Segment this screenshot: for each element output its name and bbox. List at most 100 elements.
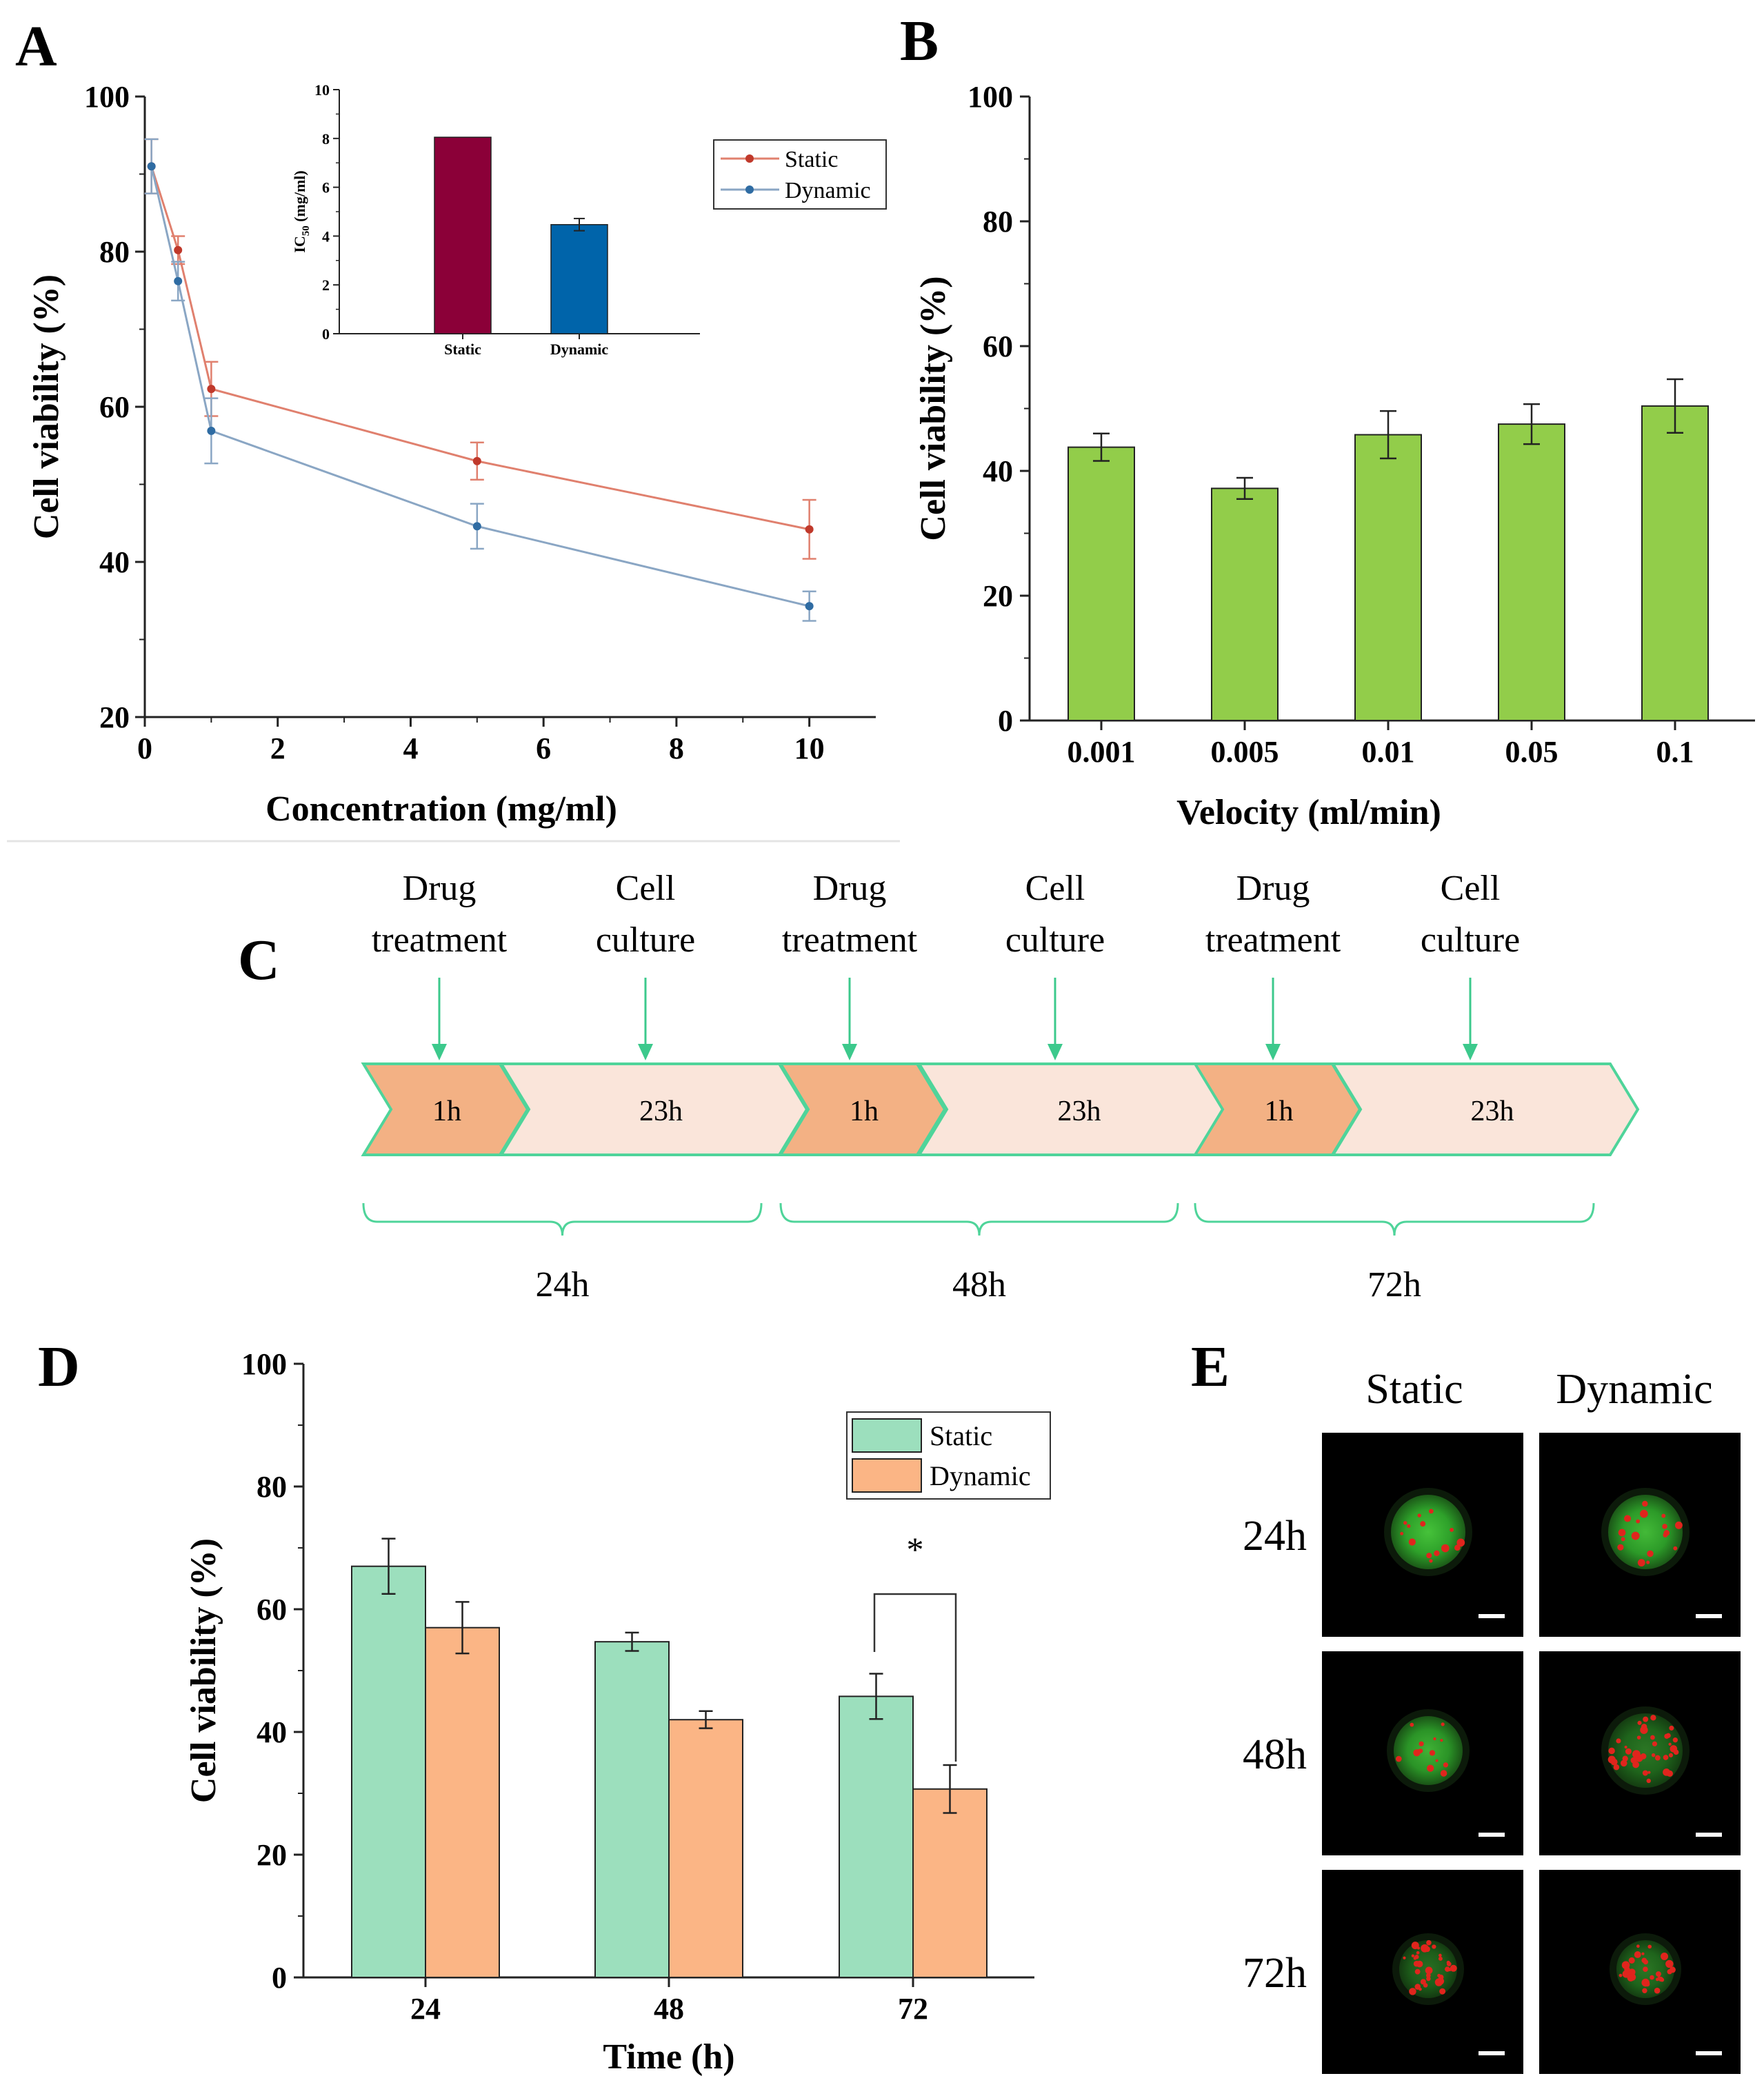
bar-velocity-0.005 [1211,487,1279,722]
bar-dynamic-72h [912,1788,988,1979]
dead-cell-spot [1668,1753,1674,1757]
stage-label-line2: culture [1421,920,1520,960]
dead-cell-spot [1646,1778,1651,1784]
dead-cell-spot [1665,1733,1671,1738]
panel-c: C 1h Drug treatment 23h Cell culture 1h Drug tre… [238,869,1640,1304]
legend-swatch-dynamic [852,1458,922,1493]
stage-duration: 1h [432,1096,461,1127]
stage-arrow-head [638,1044,653,1060]
dead-cell-spot [1439,1953,1442,1957]
dead-cell-spot [1618,1973,1623,1977]
panel-letter-a: A [15,14,57,79]
period-label: 48h [952,1265,1006,1304]
dead-cell-spot [1643,1716,1649,1722]
dead-cell-spot [1411,1954,1415,1957]
dead-cell-spot [1637,1559,1645,1566]
dead-cell-spot [1636,1944,1640,1948]
scale-bar [1696,1614,1722,1618]
dead-cell-spot [1643,1966,1648,1972]
dead-cell-spot [1640,1509,1648,1518]
dead-cell-spot [1673,1546,1678,1551]
data-point-dynamic [174,276,183,285]
dead-cell-spot [1407,1524,1411,1529]
y-tick-label: 80 [257,1470,287,1504]
inset-y-tick-label: 4 [322,228,330,245]
dead-cell-spot [1636,1519,1641,1524]
period-brace [779,1202,1179,1236]
bar-dynamic-48h [668,1719,743,1978]
dead-cell-spot [1654,1987,1661,1994]
panel-d: D 0 20 40 60 80 100 Time (h) Cell viability (%)… [38,1335,1051,2077]
dead-cell-spot [1616,1738,1621,1744]
row-label-48h: 48h [1243,1731,1307,1778]
dead-cell-spot [1432,1944,1436,1949]
legend-frame [713,139,887,210]
stage-duration: 23h [639,1096,683,1127]
dead-cell-spot [1641,1724,1647,1730]
legend-label-static: Static [785,147,838,172]
cell-culture-chevron [1330,1062,1640,1156]
row-label-24h: 24h [1243,1513,1307,1560]
dead-cell-spot [1429,1559,1433,1563]
stage-label-line2: treatment [782,920,918,960]
spheroid-live-stain [1608,1495,1683,1569]
panel-e: E Static Dynamic 24h 48h 72h [1191,1335,1741,2074]
dead-cell-spot [1434,1978,1443,1986]
x-tick-label: 72 [898,1992,928,2026]
dead-cell-spot [1647,1771,1651,1774]
dead-cell-spot [1450,1964,1457,1972]
panel-a-marks [144,138,816,622]
inset-y-title-unit: (mg/ml) [291,170,308,225]
dead-cell-spot [1655,1971,1661,1977]
timeline: 1h Drug treatment 23h Cell culture 1h Drug treat… [361,869,1640,1304]
dead-cell-spot [1403,1521,1407,1525]
dead-cell-spot [1443,1762,1449,1768]
dead-cell-spot [1652,1741,1658,1746]
y-tick-label: 0 [998,704,1013,738]
stage-label-line2: treatment [1205,920,1341,960]
dead-cell-spot [1663,1755,1669,1760]
period-brace [362,1202,763,1236]
fluorescence-static-72h [1322,1870,1523,2074]
x-tick-label: 48 [654,1992,684,2026]
dead-cell-spot [1637,1720,1642,1725]
stage-label-line1: Cell [1025,869,1085,908]
stage-arrow-head [1048,1044,1063,1060]
dead-cell-spot [1416,1946,1421,1950]
dead-cell-spot [1661,1513,1666,1518]
bar-velocity-0.001 [1068,446,1135,721]
inset-bar-dynamic [550,224,608,334]
scale-bar [1479,1833,1505,1837]
x-tick-label: 0 [137,732,152,765]
fluorescence-static-48h [1322,1651,1523,1855]
stage-label-line1: Cell [616,869,676,908]
dead-cell-spot [1642,1500,1648,1507]
dead-cell-spot [1634,1951,1641,1958]
dead-cell-spot [1454,1544,1461,1551]
dead-cell-spot [1663,1530,1670,1536]
significance-bracket: * [873,1530,957,1762]
panel-d-axes: 0 20 40 60 80 100 Time (h) Cell viability (%) 24… [184,1347,1034,2077]
stage-label-line2: culture [1005,920,1105,960]
dead-cell-spot [1636,1735,1641,1740]
dead-cell-spot [1647,1550,1654,1558]
dead-cell-spot [1641,1952,1645,1955]
x-tick-label: 4 [403,732,418,765]
y-axis-title: Cell viability (%) [914,276,953,541]
dead-cell-spot [1440,1739,1443,1742]
dead-cell-spot [1438,1956,1443,1961]
dead-cell-spot [1608,1747,1615,1755]
dead-cell-spot [1410,1722,1414,1727]
inset-x-tick-label: Static [444,341,481,358]
x-axis-title: Time (h) [603,2037,734,2077]
dead-cell-spot [1672,1746,1676,1751]
x-tick-label: 6 [536,732,551,765]
bar-velocity-0.1 [1641,405,1709,721]
legend-label-dynamic: Dynamic [785,178,871,203]
data-point-dynamic [207,426,216,435]
scale-bar [1479,2051,1505,2055]
y-tick-label: 60 [257,1593,287,1626]
dead-cell-spot [1420,1979,1426,1985]
panel-letter-b: B [900,9,939,73]
